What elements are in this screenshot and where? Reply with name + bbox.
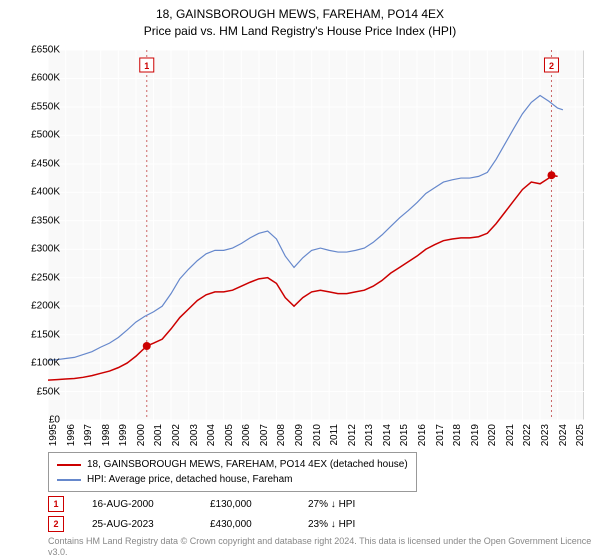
xtick-label: 2015	[399, 424, 410, 454]
xtick-label: 2008	[276, 424, 287, 454]
marker-box-2: 2	[48, 516, 64, 532]
marker-delta-2: 23% ↓ HPI	[308, 519, 355, 530]
svg-text:1: 1	[144, 61, 149, 71]
xtick-label: 2020	[487, 424, 498, 454]
ytick-label: £250K	[20, 272, 60, 283]
xtick-label: 1998	[101, 424, 112, 454]
chart: 12	[48, 50, 584, 420]
xtick-label: 2014	[382, 424, 393, 454]
ytick-label: £450K	[20, 158, 60, 169]
xtick-label: 2013	[364, 424, 375, 454]
xtick-label: 1996	[66, 424, 77, 454]
xtick-label: 2000	[136, 424, 147, 454]
xtick-label: 2016	[417, 424, 428, 454]
ytick-label: £200K	[20, 301, 60, 312]
xtick-label: 2007	[259, 424, 270, 454]
xtick-label: 2019	[470, 424, 481, 454]
legend-item-hpi: HPI: Average price, detached house, Fare…	[57, 472, 408, 487]
xtick-label: 1997	[83, 424, 94, 454]
xtick-label: 2021	[505, 424, 516, 454]
marker-price-1: £130,000	[210, 499, 280, 510]
marker-delta-1: 27% ↓ HPI	[308, 499, 355, 510]
title-line-1: 18, GAINSBOROUGH MEWS, FAREHAM, PO14 4EX	[0, 6, 600, 23]
ytick-label: £550K	[20, 101, 60, 112]
ytick-label: £600K	[20, 73, 60, 84]
ytick-label: £100K	[20, 358, 60, 369]
ytick-label: £150K	[20, 329, 60, 340]
ytick-label: £50K	[20, 386, 60, 397]
legend-label-property: 18, GAINSBOROUGH MEWS, FAREHAM, PO14 4EX…	[87, 457, 408, 472]
legend-label-hpi: HPI: Average price, detached house, Fare…	[87, 472, 293, 487]
ytick-label: £400K	[20, 187, 60, 198]
legend: 18, GAINSBOROUGH MEWS, FAREHAM, PO14 4EX…	[48, 452, 417, 492]
marker-price-2: £430,000	[210, 519, 280, 530]
xtick-label: 2005	[224, 424, 235, 454]
title-line-2: Price paid vs. HM Land Registry's House …	[0, 23, 600, 40]
xtick-label: 2011	[329, 424, 340, 454]
xtick-label: 2003	[189, 424, 200, 454]
marker-row-1: 1 16-AUG-2000 £130,000 27% ↓ HPI	[48, 496, 355, 512]
xtick-label: 2001	[153, 424, 164, 454]
legend-swatch-hpi	[57, 479, 81, 481]
ytick-label: £300K	[20, 244, 60, 255]
legend-item-property: 18, GAINSBOROUGH MEWS, FAREHAM, PO14 4EX…	[57, 457, 408, 472]
ytick-label: £500K	[20, 130, 60, 141]
ytick-label: £350K	[20, 215, 60, 226]
svg-text:2: 2	[549, 61, 554, 71]
marker-date-1: 16-AUG-2000	[92, 499, 182, 510]
legend-swatch-property	[57, 464, 81, 466]
xtick-label: 2018	[452, 424, 463, 454]
marker-box-1: 1	[48, 496, 64, 512]
xtick-label: 2009	[294, 424, 305, 454]
xtick-label: 1995	[48, 424, 59, 454]
marker-date-2: 25-AUG-2023	[92, 519, 182, 530]
xtick-label: 2012	[347, 424, 358, 454]
xtick-label: 2017	[435, 424, 446, 454]
xtick-label: 2004	[206, 424, 217, 454]
xtick-label: 2022	[522, 424, 533, 454]
marker-row-2: 2 25-AUG-2023 £430,000 23% ↓ HPI	[48, 516, 355, 532]
xtick-label: 1999	[118, 424, 129, 454]
xtick-label: 2023	[540, 424, 551, 454]
ytick-label: £650K	[20, 45, 60, 56]
xtick-label: 2002	[171, 424, 182, 454]
xtick-label: 2025	[575, 424, 586, 454]
xtick-label: 2006	[241, 424, 252, 454]
xtick-label: 2010	[312, 424, 323, 454]
xtick-label: 2024	[558, 424, 569, 454]
license-text: Contains HM Land Registry data © Crown c…	[48, 536, 600, 558]
